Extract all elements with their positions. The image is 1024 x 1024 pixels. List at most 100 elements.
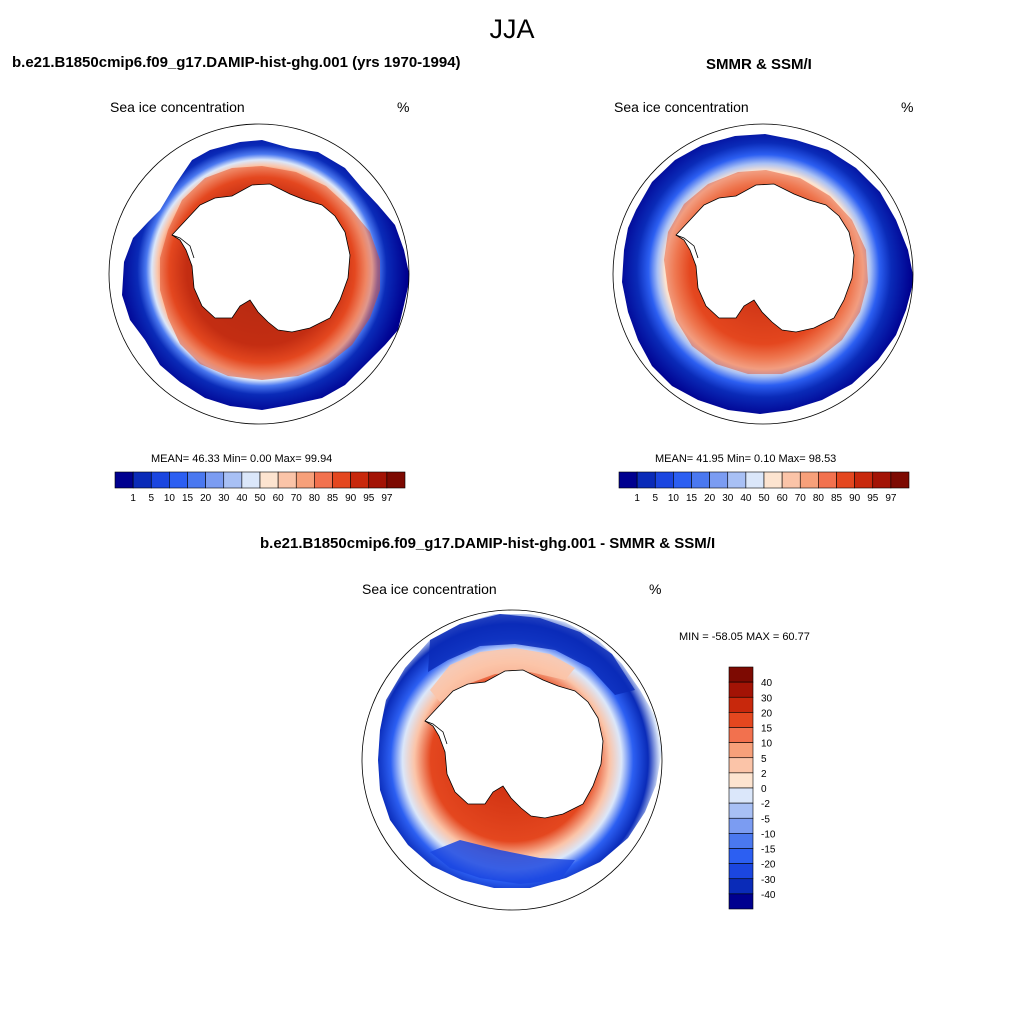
model-colorbar-tick-label: 1 bbox=[130, 493, 136, 504]
obs-polar-map bbox=[612, 123, 914, 425]
diff-units: % bbox=[649, 581, 662, 597]
diff-antarctica bbox=[424, 669, 604, 819]
diff-colorbar-tick-label: 30 bbox=[761, 693, 773, 704]
obs-colorbar-swatch bbox=[890, 471, 910, 489]
model-colorbar-swatch bbox=[205, 471, 225, 489]
model-colorbar-tick-label: 95 bbox=[363, 493, 375, 504]
model-colorbar-tick-label: 90 bbox=[345, 493, 357, 504]
diff-colorbar-swatch bbox=[728, 666, 754, 683]
model-colorbar-swatch bbox=[295, 471, 315, 489]
model-colorbar-swatch bbox=[386, 471, 406, 489]
diff-colorbar-tick-label: -20 bbox=[761, 860, 776, 871]
diff-peninsula bbox=[424, 720, 448, 745]
model-peninsula bbox=[171, 234, 195, 259]
model-stats: MEAN= 46.33 Min= 0.00 Max= 99.94 bbox=[151, 453, 333, 465]
model-colorbar-swatch bbox=[150, 471, 170, 489]
obs-colorbar-swatch bbox=[636, 471, 656, 489]
model-colorbar-tick-label: 5 bbox=[148, 493, 154, 504]
diff-colorbar-swatch bbox=[728, 893, 754, 910]
diff-colorbar-tick-label: 0 bbox=[761, 784, 767, 795]
obs-colorbar-swatch bbox=[781, 471, 801, 489]
diff-colorbar-swatch bbox=[728, 787, 754, 804]
obs-colorbar-tick-label: 10 bbox=[668, 493, 680, 504]
diff-colorbar-tick-label: -10 bbox=[761, 829, 776, 840]
diff-colorbar-swatch bbox=[728, 878, 754, 895]
diff-colorbar-swatch bbox=[728, 848, 754, 864]
model-colorbar-tick-label: 97 bbox=[381, 493, 393, 504]
model-colorbar-swatch bbox=[241, 471, 261, 489]
obs-colorbar-tick-label: 60 bbox=[777, 493, 789, 504]
diff-colorbar-tick-label: -30 bbox=[761, 875, 776, 886]
diff-colorbar-tick-label: 10 bbox=[761, 739, 773, 750]
model-colorbar-tick-label: 60 bbox=[273, 493, 285, 504]
obs-left-string: Sea ice concentration bbox=[614, 99, 749, 115]
model-colorbar-swatch bbox=[277, 471, 297, 489]
model-colorbar-swatch bbox=[259, 471, 279, 489]
diff-colorbar-swatch bbox=[728, 727, 754, 743]
diff-colorbar-swatch bbox=[728, 757, 754, 774]
obs-colorbar-tick-label: 5 bbox=[652, 493, 658, 504]
model-colorbar-swatch bbox=[132, 471, 152, 489]
diff-colorbar-tick-label: 20 bbox=[761, 708, 773, 719]
model-colorbar-swatch bbox=[114, 471, 134, 489]
obs-colorbar-swatch bbox=[673, 471, 692, 489]
obs-colorbar-swatch bbox=[709, 471, 729, 489]
model-antarctica bbox=[171, 183, 351, 333]
model-colorbar-tick-label: 85 bbox=[327, 493, 339, 504]
diff-left-string: Sea ice concentration bbox=[362, 581, 497, 597]
obs-colorbar-swatch bbox=[691, 471, 710, 489]
obs-colorbar-swatch bbox=[745, 471, 765, 489]
model-colorbar-tick-label: 80 bbox=[309, 493, 321, 504]
model-colorbar-swatch bbox=[350, 471, 370, 489]
diff-colorbar-tick-label: -40 bbox=[761, 890, 776, 901]
obs-colorbar-tick-label: 30 bbox=[722, 493, 734, 504]
model-colorbar-swatch bbox=[314, 471, 333, 489]
model-left-string: Sea ice concentration bbox=[110, 99, 245, 115]
diff-panel-title: b.e21.B1850cmip6.f09_g17.DAMIP-hist-ghg.… bbox=[260, 535, 716, 552]
obs-colorbar-swatch bbox=[799, 471, 819, 489]
model-colorbar-swatch bbox=[368, 471, 388, 489]
obs-colorbar-tick-label: 80 bbox=[813, 493, 825, 504]
obs-colorbar-tick-label: 20 bbox=[704, 493, 716, 504]
obs-colorbar-tick-label: 97 bbox=[885, 493, 897, 504]
obs-map-boundary bbox=[612, 123, 914, 425]
diff-light-positive-north bbox=[430, 648, 575, 702]
model-colorbar-tick-label: 40 bbox=[236, 493, 248, 504]
model-colorbar-tick-label: 70 bbox=[291, 493, 303, 504]
obs-colorbar-swatch bbox=[727, 471, 747, 489]
obs-colorbar: 1 5 10 15 20 30 40 50 60 70 80 85 90 95 97 bbox=[618, 471, 910, 504]
obs-colorbar-tick-label: 15 bbox=[686, 493, 698, 504]
obs-colorbar-tick-label: 1 bbox=[634, 493, 640, 504]
model-colorbar: 1 5 10 15 20 30 40 50 60 70 80 85 90 95 97 bbox=[114, 471, 406, 504]
diff-map-boundary bbox=[361, 609, 663, 911]
model-map-boundary bbox=[108, 123, 410, 425]
obs-colorbar-tick-label: 70 bbox=[795, 493, 807, 504]
diff-colorbar-swatch bbox=[728, 681, 754, 698]
diff-colorbar-tick-label: 5 bbox=[761, 754, 767, 765]
diff-colorbar-swatch bbox=[728, 772, 754, 789]
obs-units: % bbox=[901, 99, 914, 115]
obs-colorbar-swatch bbox=[854, 471, 874, 489]
diff-colorbar-tick-label: -15 bbox=[761, 845, 776, 856]
obs-antarctica bbox=[675, 183, 855, 333]
model-colorbar-swatch bbox=[169, 471, 188, 489]
diff-colorbar-swatch bbox=[728, 742, 754, 759]
diff-colorbar-tick-label: 2 bbox=[761, 769, 767, 780]
obs-colorbar-tick-label: 90 bbox=[849, 493, 861, 504]
obs-panel-title: SMMR & SSM/I bbox=[706, 56, 812, 73]
diff-polar-map bbox=[361, 609, 663, 911]
model-polar-map bbox=[108, 123, 410, 425]
diff-colorbar-tick-label: -5 bbox=[761, 814, 770, 825]
model-colorbar-tick-label: 20 bbox=[200, 493, 212, 504]
model-colorbar-tick-label: 15 bbox=[182, 493, 194, 504]
obs-colorbar-tick-label: 50 bbox=[758, 493, 770, 504]
diff-colorbar-swatch bbox=[728, 696, 754, 713]
model-colorbar-swatch bbox=[332, 471, 351, 489]
obs-stats: MEAN= 41.95 Min= 0.10 Max= 98.53 bbox=[655, 453, 837, 465]
diff-colorbar-swatch bbox=[728, 863, 754, 880]
obs-colorbar-tick-label: 85 bbox=[831, 493, 843, 504]
obs-colorbar-swatch bbox=[836, 471, 855, 489]
model-colorbar-tick-label: 30 bbox=[218, 493, 230, 504]
